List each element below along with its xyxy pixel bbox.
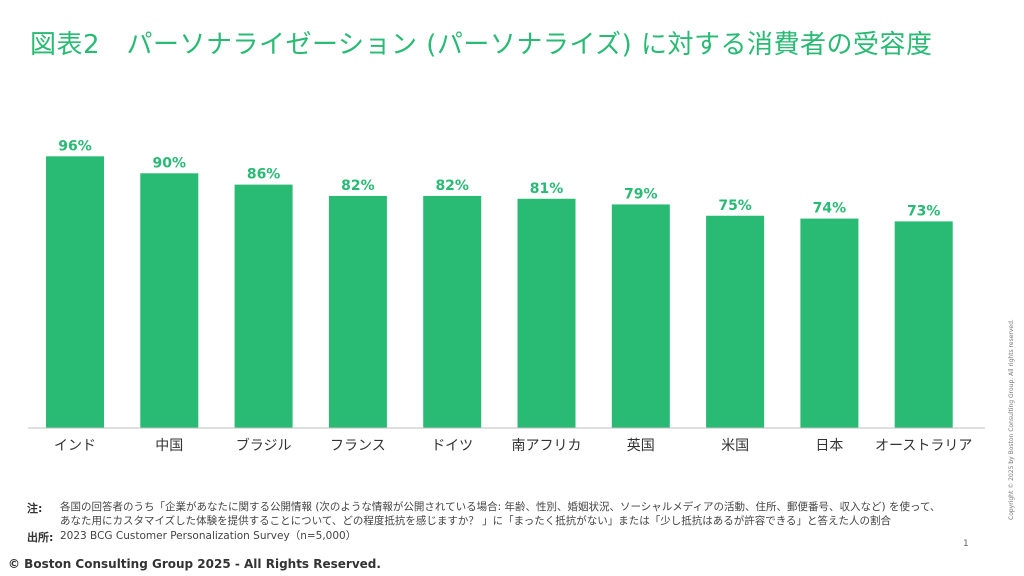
note-label: 注: <box>27 502 43 515</box>
category-label-9: オーストラリア <box>875 438 972 454</box>
source-label: 出所: <box>27 531 54 544</box>
value-label-0: 96% <box>58 138 92 154</box>
copyright-footer: © Boston Consulting Group 2025 - All Rig… <box>8 557 381 571</box>
category-label-6: 英国 <box>627 437 655 454</box>
category-label-5: 南アフリカ <box>512 438 582 454</box>
value-label-2: 86% <box>247 167 281 183</box>
page-number: 1 <box>963 539 969 549</box>
note-line-2: あなた用にカスタマイズした体験を提供することについて、どの程度抵抗を感じますか？… <box>60 515 892 527</box>
category-label-7: 米国 <box>721 438 749 454</box>
value-label-5: 81% <box>530 181 564 197</box>
value-label-6: 79% <box>624 186 658 202</box>
value-label-8: 74% <box>813 201 847 217</box>
bar-5 <box>517 198 576 428</box>
category-label-1: 中国 <box>155 438 183 454</box>
category-label-0: インド <box>54 438 96 454</box>
bars-group: 96% インド 90% 中国 86% ブラジル 82% フランス 82% ドイツ 81% 南アフリカ 7… <box>46 138 972 454</box>
side-copyright: Copyright © 2025 by Boston Consulting Gr… <box>1008 319 1015 520</box>
value-label-9: 73% <box>907 203 941 219</box>
value-label-3: 82% <box>341 178 375 194</box>
bar-7 <box>706 215 765 428</box>
bar-3 <box>328 195 387 428</box>
bar-0 <box>46 156 104 428</box>
note-line-1: 各国の回答者のうち「企業があなたに関する公開情報 (次のような情報が公開されてい… <box>60 501 941 513</box>
category-label-2: ブラジル <box>236 437 292 454</box>
bar-1 <box>140 173 199 428</box>
value-label-7: 75% <box>718 198 752 214</box>
bar-8 <box>800 218 859 428</box>
value-label-1: 90% <box>153 155 187 171</box>
category-label-4: ドイツ <box>431 438 473 454</box>
source-text: 2023 BCG Customer Personalization Survey… <box>60 530 357 542</box>
bar-4 <box>423 195 482 428</box>
page-title: 図表2 パーソナライゼーション (パーソナライズ) に対する消費者の受容度 <box>30 30 933 60</box>
category-label-8: 日本 <box>815 438 843 454</box>
category-label-3: フランス <box>330 438 386 454</box>
value-label-4: 82% <box>435 178 469 194</box>
bar-6 <box>611 204 670 428</box>
bar-9 <box>894 221 953 428</box>
bar-2 <box>234 184 293 428</box>
